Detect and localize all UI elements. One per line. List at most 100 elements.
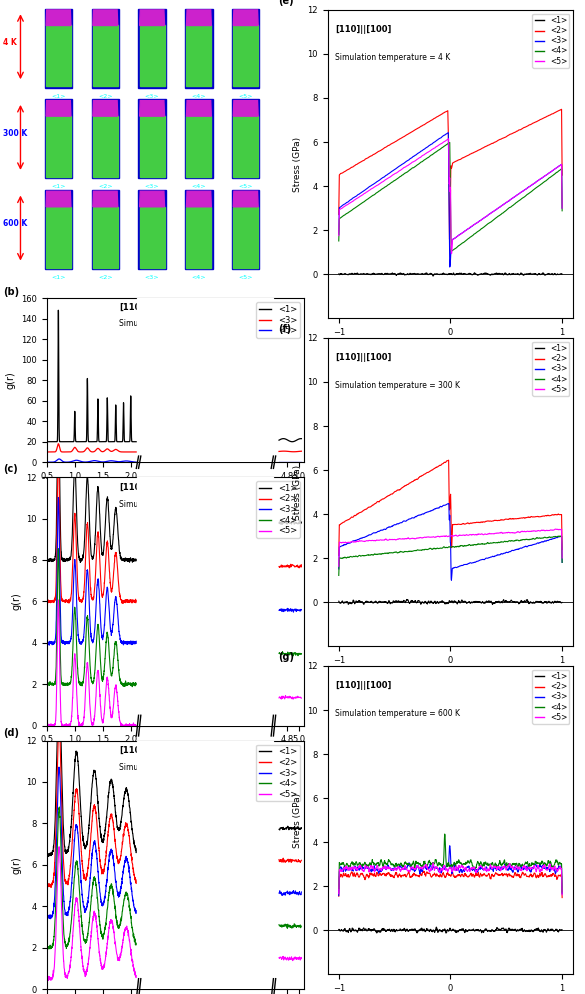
Polygon shape <box>185 190 212 268</box>
Text: (f): (f) <box>278 324 292 334</box>
Polygon shape <box>93 26 118 86</box>
Polygon shape <box>46 191 71 207</box>
Polygon shape <box>187 207 211 267</box>
Polygon shape <box>93 10 118 26</box>
Legend: <1>, <2>, <3>, <4>, <5>: <1>, <2>, <3>, <4>, <5> <box>532 14 569 68</box>
Text: <3>: <3> <box>145 93 159 98</box>
Polygon shape <box>92 99 119 178</box>
Polygon shape <box>233 116 258 177</box>
Text: Simulation temperature = 600 K: Simulation temperature = 600 K <box>119 763 244 772</box>
Bar <box>137 741 273 989</box>
Text: 4 K: 4 K <box>3 38 17 47</box>
Polygon shape <box>140 191 164 207</box>
Polygon shape <box>140 100 164 116</box>
Text: [110]||[100]: [110]||[100] <box>335 25 391 35</box>
Y-axis label: g(r): g(r) <box>6 372 16 389</box>
Text: <1>: <1> <box>51 275 66 280</box>
Polygon shape <box>45 99 72 178</box>
Polygon shape <box>185 9 212 87</box>
Y-axis label: Stress (GPa): Stress (GPa) <box>293 464 302 520</box>
Legend: <1>, <2>, <3>, <4>, <5>: <1>, <2>, <3>, <4>, <5> <box>532 342 569 396</box>
Text: (b): (b) <box>3 287 19 297</box>
Polygon shape <box>140 10 164 26</box>
Text: <2>: <2> <box>98 93 112 98</box>
Text: <2>: <2> <box>98 185 112 190</box>
Text: 300 K: 300 K <box>3 128 27 137</box>
Y-axis label: g(r): g(r) <box>11 856 21 874</box>
Polygon shape <box>93 191 118 207</box>
Polygon shape <box>140 207 164 267</box>
Text: <3>: <3> <box>145 275 159 280</box>
Bar <box>137 477 273 726</box>
Polygon shape <box>187 191 211 207</box>
Text: <4>: <4> <box>192 185 206 190</box>
Polygon shape <box>46 10 71 26</box>
Text: Simulation temperature = 4 K: Simulation temperature = 4 K <box>119 319 234 328</box>
Polygon shape <box>187 100 211 116</box>
Polygon shape <box>46 116 71 177</box>
Polygon shape <box>93 100 118 116</box>
Polygon shape <box>233 191 258 207</box>
Legend: <1>, <3>, <5>: <1>, <3>, <5> <box>256 302 300 338</box>
Text: Simulation temperature = 600 K: Simulation temperature = 600 K <box>335 709 460 718</box>
Text: (d): (d) <box>3 728 19 738</box>
Polygon shape <box>232 190 259 268</box>
Text: (c): (c) <box>3 464 18 474</box>
Y-axis label: Stress (GPa): Stress (GPa) <box>293 792 302 848</box>
Y-axis label: Stress (GPa): Stress (GPa) <box>293 136 302 192</box>
Polygon shape <box>45 190 72 268</box>
Polygon shape <box>139 190 166 268</box>
Text: Simulation temperature = 4 K: Simulation temperature = 4 K <box>335 53 450 62</box>
Text: <3>: <3> <box>145 185 159 190</box>
Text: <5>: <5> <box>239 93 253 98</box>
Polygon shape <box>140 116 164 177</box>
Polygon shape <box>93 207 118 267</box>
Polygon shape <box>187 116 211 177</box>
Legend: <1>, <2>, <3>, <4>, <5>: <1>, <2>, <3>, <4>, <5> <box>256 481 300 538</box>
Polygon shape <box>185 99 212 178</box>
Y-axis label: g(r): g(r) <box>11 592 21 610</box>
Text: [110]||[100]: [110]||[100] <box>119 303 176 312</box>
Polygon shape <box>233 26 258 86</box>
Text: <2>: <2> <box>98 275 112 280</box>
X-axis label: The relative length in z-direction: The relative length in z-direction <box>376 342 525 351</box>
Text: Simulation temperature = 300 K: Simulation temperature = 300 K <box>119 500 244 509</box>
X-axis label: r [a₀]: r [a₀] <box>163 749 188 759</box>
Polygon shape <box>140 26 164 86</box>
Text: [110]||[100]: [110]||[100] <box>119 482 176 492</box>
Polygon shape <box>139 9 166 87</box>
Polygon shape <box>232 9 259 87</box>
Text: (a): (a) <box>3 9 18 19</box>
Polygon shape <box>187 26 211 86</box>
Text: (g): (g) <box>278 652 294 662</box>
Text: [110]||[100]: [110]||[100] <box>335 354 391 363</box>
Text: 600 K: 600 K <box>3 220 27 229</box>
Legend: <1>, <2>, <3>, <4>, <5>: <1>, <2>, <3>, <4>, <5> <box>532 670 569 724</box>
Polygon shape <box>232 99 259 178</box>
Text: <5>: <5> <box>239 275 253 280</box>
Text: <4>: <4> <box>192 93 206 98</box>
Polygon shape <box>93 116 118 177</box>
Polygon shape <box>46 207 71 267</box>
Bar <box>137 298 273 462</box>
Polygon shape <box>92 9 119 87</box>
Text: <5>: <5> <box>239 185 253 190</box>
Text: <4>: <4> <box>192 275 206 280</box>
Polygon shape <box>187 10 211 26</box>
X-axis label: The relative length in z-direction: The relative length in z-direction <box>376 670 525 679</box>
Polygon shape <box>92 190 119 268</box>
Polygon shape <box>45 9 72 87</box>
Text: [110]||[100]: [110]||[100] <box>119 746 176 755</box>
Text: <1>: <1> <box>51 93 66 98</box>
Polygon shape <box>233 207 258 267</box>
Text: [110]||[100]: [110]||[100] <box>335 682 391 691</box>
Polygon shape <box>46 26 71 86</box>
X-axis label: r [a₀]: r [a₀] <box>163 486 188 496</box>
Polygon shape <box>233 100 258 116</box>
Polygon shape <box>233 10 258 26</box>
Text: (e): (e) <box>278 0 294 6</box>
Text: Simulation temperature = 300 K: Simulation temperature = 300 K <box>335 381 460 390</box>
Polygon shape <box>46 100 71 116</box>
Polygon shape <box>139 99 166 178</box>
Legend: <1>, <2>, <3>, <4>, <5>: <1>, <2>, <3>, <4>, <5> <box>256 745 300 801</box>
